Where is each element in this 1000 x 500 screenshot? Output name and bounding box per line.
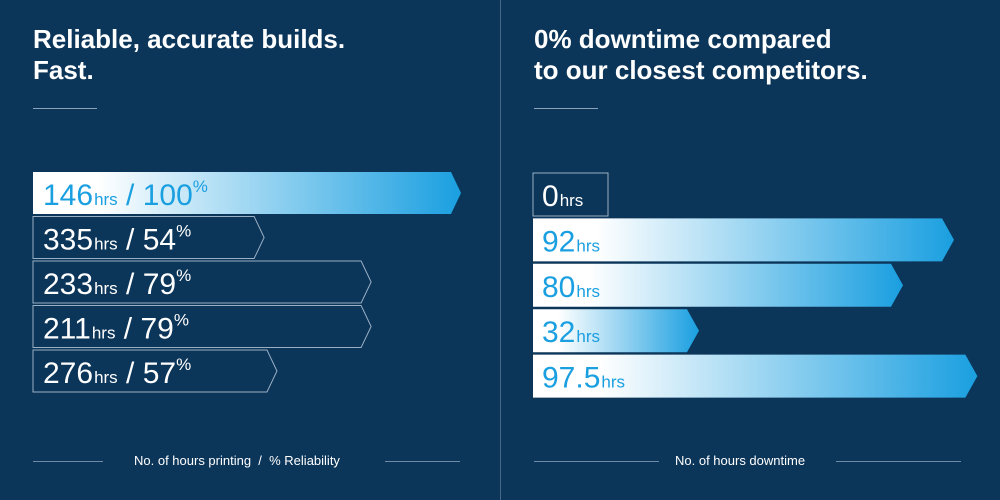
- right-bar-label-4: 97.5hrs: [542, 362, 625, 395]
- left-bar-label-0: 146hrs / 100%: [43, 177, 208, 212]
- left-chart-panel: Reliable, accurate builds. Fast. No. of …: [33, 24, 460, 468]
- left-bar-0: [33, 172, 461, 214]
- right-bar-2: [533, 263, 903, 307]
- left-bar-4: [32, 349, 278, 393]
- left-footer-rule-right: [385, 461, 460, 462]
- right-bar-label-3: 32hrs: [542, 316, 600, 349]
- left-bar-3: [32, 305, 372, 348]
- left-bar-1: [32, 216, 265, 259]
- right-bar-label-2: 80hrs: [542, 271, 600, 304]
- left-footer-label: No. of hours printing / % Reliability: [134, 453, 340, 468]
- right-title-rule: [534, 108, 598, 109]
- left-bar-label-2: 233hrs / 79%: [43, 266, 191, 301]
- left-footer-rule-left: [33, 461, 103, 462]
- left-chart-title: Reliable, accurate builds. Fast.: [33, 24, 346, 85]
- right-chart-panel: 0% downtime compared to our closest comp…: [500, 0, 1000, 500]
- right-footer-label: No. of hours downtime: [675, 453, 806, 468]
- right-chart-title: 0% downtime compared to our closest comp…: [534, 24, 868, 85]
- right-footer-rule-right: [836, 461, 961, 462]
- left-bar-label-1: 335hrs / 54%: [43, 222, 191, 257]
- left-title-rule: [33, 108, 97, 109]
- right-bar-4: [533, 354, 978, 398]
- right-bar-0: [532, 172, 609, 217]
- right-bar-label-1: 92hrs: [542, 225, 600, 258]
- right-bar-3: [533, 309, 699, 353]
- right-bar-label-0: 0hrs: [542, 180, 583, 213]
- left-bar-label-3: 211hrs / 79%: [43, 311, 189, 346]
- right-bar-1: [533, 218, 954, 262]
- left-bar-label-4: 276hrs / 57%: [43, 355, 191, 390]
- left-bar-2: [32, 260, 372, 304]
- right-footer-rule-left: [534, 461, 659, 462]
